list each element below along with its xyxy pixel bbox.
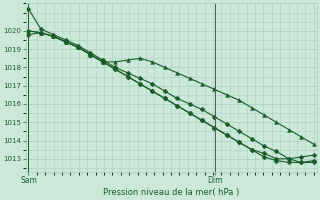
X-axis label: Pression niveau de la mer( hPa ): Pression niveau de la mer( hPa )	[103, 188, 239, 197]
